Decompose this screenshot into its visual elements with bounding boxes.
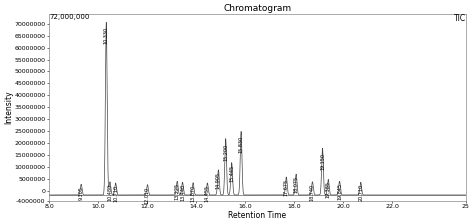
Text: 72,000,000: 72,000,000 <box>49 14 90 20</box>
Text: 12.010: 12.010 <box>145 187 150 204</box>
Text: 19.845: 19.845 <box>337 183 342 200</box>
Text: 10.710: 10.710 <box>113 185 118 202</box>
X-axis label: Retention Time: Retention Time <box>228 211 287 220</box>
Text: 9.305: 9.305 <box>79 186 83 200</box>
Text: 15.830: 15.830 <box>238 136 244 153</box>
Text: 15.445: 15.445 <box>229 164 234 182</box>
Text: 14.455: 14.455 <box>205 185 210 202</box>
Text: 10.480: 10.480 <box>108 184 112 201</box>
Text: 19.385: 19.385 <box>326 181 331 198</box>
Text: 17.675: 17.675 <box>284 179 289 196</box>
Text: 13.225: 13.225 <box>175 183 180 200</box>
Text: 19.150: 19.150 <box>320 153 325 170</box>
Text: 13.440: 13.440 <box>180 184 185 201</box>
Text: TIC: TIC <box>454 14 466 23</box>
Title: Chromatogram: Chromatogram <box>223 4 292 13</box>
Text: 14.905: 14.905 <box>216 172 221 189</box>
Text: 18.740: 18.740 <box>310 184 315 201</box>
Text: 15.200: 15.200 <box>223 143 228 161</box>
Text: 20.710: 20.710 <box>358 184 363 201</box>
Text: 10.330: 10.330 <box>104 27 109 44</box>
Y-axis label: Intensity: Intensity <box>4 91 13 124</box>
Text: 13.870: 13.870 <box>191 185 196 202</box>
Text: 18.075: 18.075 <box>293 176 299 193</box>
